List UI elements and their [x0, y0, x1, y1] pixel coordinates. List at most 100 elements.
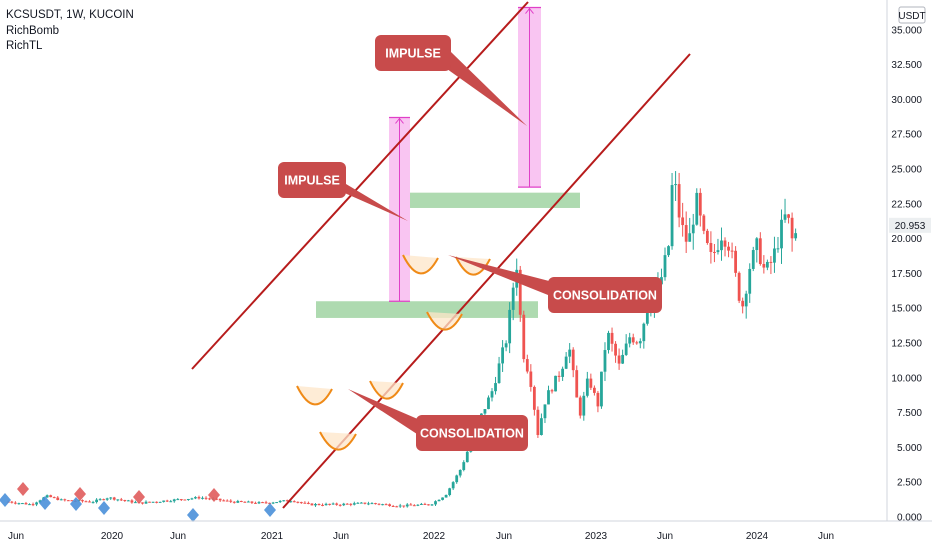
candle-body [674, 184, 677, 186]
callout-label: CONSOLIDATION [553, 289, 657, 303]
candle-body [172, 499, 176, 502]
candle-body [483, 409, 487, 414]
price-axis[interactable]: 0.000 2.500 5.000 7.500 10.000 12.500 15.000 17… [891, 25, 922, 523]
candle-body [246, 501, 250, 503]
indicator-richtl: RichTL [6, 40, 43, 52]
signal-diamond-icon [70, 497, 82, 511]
candle-body [328, 503, 332, 505]
candle-body [508, 309, 512, 344]
candle-body [628, 337, 632, 344]
last-price-label: 20.953 [895, 221, 926, 232]
candle-body [670, 185, 674, 247]
candle-body [299, 502, 303, 504]
candle-body [165, 500, 169, 502]
candle-body [321, 504, 324, 506]
candle-body [434, 501, 437, 505]
candle-body [381, 504, 384, 506]
candle-body [695, 192, 699, 225]
candle-body [384, 504, 388, 506]
candle-body [790, 217, 794, 239]
currency-badge-box[interactable] [898, 6, 926, 24]
consolidation-cup [402, 254, 439, 275]
candle-body [716, 250, 720, 253]
callout-box[interactable] [548, 277, 662, 313]
callout-box[interactable] [375, 35, 451, 71]
callout-box[interactable] [416, 415, 528, 451]
candle-body [458, 469, 462, 476]
candle-body [769, 261, 773, 263]
candle-body [367, 503, 370, 505]
callout-box[interactable] [278, 162, 346, 198]
candle-body [762, 264, 766, 268]
price-tick-label: 32.500 [891, 60, 922, 71]
candle-body [663, 255, 667, 278]
candle-body [427, 504, 430, 506]
candle-body [405, 504, 409, 507]
price-tick-label: 22.500 [891, 199, 922, 210]
candle-body [723, 240, 727, 247]
candle-body [102, 499, 106, 501]
time-tick-label: 2020 [101, 531, 124, 542]
price-tick-label: 30.000 [891, 95, 922, 106]
candle-body [374, 503, 377, 505]
candle-body [359, 502, 363, 504]
candle-body [141, 502, 144, 504]
candle-body [314, 504, 317, 506]
zone-support [316, 301, 538, 318]
candle-body [264, 502, 268, 504]
candle-body [84, 501, 88, 503]
candle-body [702, 215, 706, 231]
candle-body [109, 497, 113, 499]
candle-body [38, 500, 42, 503]
signal-diamond-icon [208, 488, 220, 502]
candle-body [59, 499, 63, 501]
time-tick-label: Jun [818, 531, 834, 542]
candle-body [720, 240, 723, 251]
candle-body [236, 500, 240, 503]
candle-body [35, 502, 38, 505]
candle-body [352, 503, 356, 505]
candle-body [278, 500, 282, 503]
price-tick-label: 5.000 [897, 443, 922, 454]
candle-body [607, 332, 610, 351]
candle-body [501, 347, 504, 364]
candle-body [536, 409, 540, 435]
candle-body [794, 233, 798, 239]
consolidation-cup [369, 380, 404, 400]
time-axis[interactable]: Jun 2020 Jun 2021 Jun 2022 Jun 2023 Jun 2024 Jun [8, 531, 834, 542]
candle-body [239, 500, 243, 502]
candle-body [363, 502, 367, 504]
candle-body [494, 383, 497, 392]
time-tick-label: Jun [496, 531, 512, 542]
candle-body [645, 312, 649, 324]
candle-body [81, 500, 84, 502]
candle-body [52, 497, 56, 499]
candle-body [148, 501, 151, 503]
candle-body [268, 502, 271, 504]
price-tick-label: 12.500 [891, 339, 922, 350]
candle-body [257, 502, 261, 504]
candle-body [780, 219, 783, 249]
callouts-layer: IMPULSE IMPULSE CONSOLIDATION CONSOLIDATION [278, 35, 662, 451]
candle-body [529, 371, 533, 387]
consolidation-cup [296, 385, 333, 406]
candle-body [578, 397, 582, 416]
candle-body [303, 502, 307, 504]
candle-body [13, 502, 17, 504]
price-tick-label: 25.000 [891, 165, 922, 176]
candle-body [317, 504, 321, 506]
candle-body [532, 386, 536, 410]
candle-body [600, 371, 603, 407]
candle-body [744, 293, 748, 307]
candle-body [610, 332, 614, 344]
candle-body [681, 217, 685, 226]
zone-resistance [410, 192, 580, 208]
candle-body [395, 506, 399, 508]
candle-body [296, 501, 300, 503]
candle-body [603, 350, 607, 372]
impulse-arrow-head [395, 117, 404, 124]
candle-body [635, 342, 639, 344]
candle-body [783, 214, 787, 220]
candle-body [416, 504, 420, 506]
